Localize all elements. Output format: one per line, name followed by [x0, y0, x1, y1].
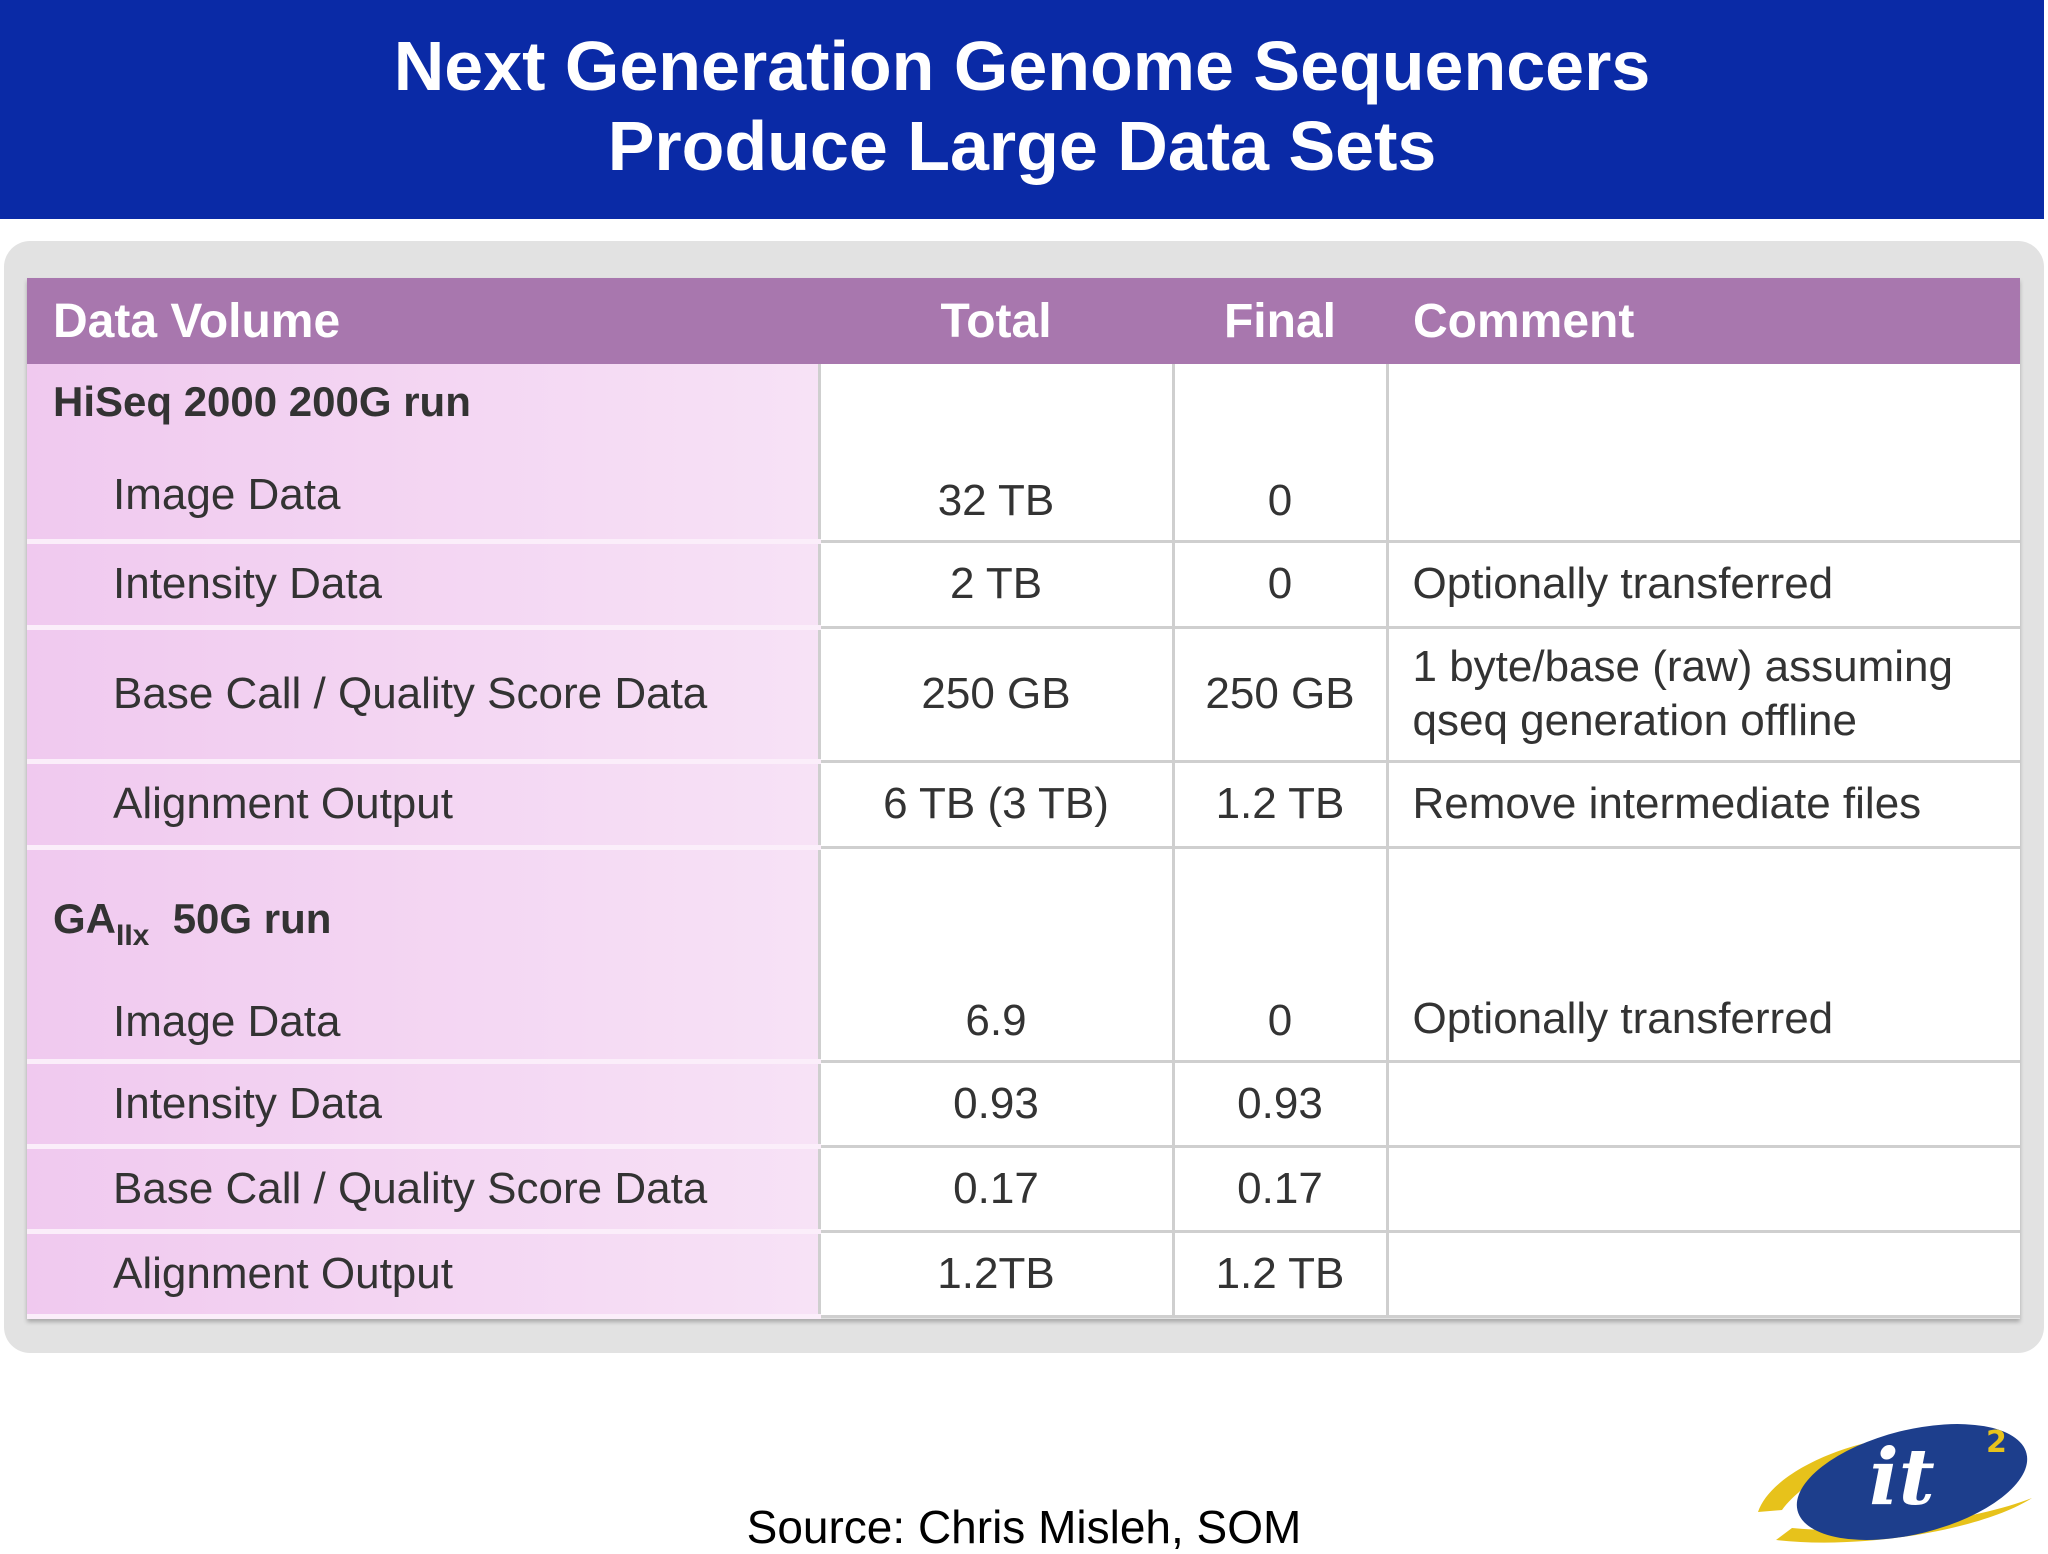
table-row: Base Call / Quality Score Data 0.17 0.17	[27, 1146, 2020, 1234]
cell-final: 1.2 TB	[1171, 761, 1387, 849]
cell-comment: Optionally transferred	[1385, 847, 2020, 1063]
cell-final: 0	[1171, 364, 1387, 543]
row-label: Alignment Output	[27, 761, 819, 850]
cell-final: 1.2 TB	[1171, 1231, 1387, 1318]
cell-final: 0	[1171, 541, 1387, 629]
comment-line-2: qseq generation offline	[1412, 696, 1857, 745]
row-label: Intensity Data	[27, 1061, 819, 1149]
data-volume-table: Data Volume Total Final Comment HiSeq 20…	[27, 278, 2020, 1319]
it2-logo: it 2	[1758, 1424, 2032, 1543]
cell-comment	[1385, 364, 2020, 543]
table-row: GAIIx 50G run Image Data 6.9 0 Optionall…	[27, 847, 2020, 1064]
row-label: Base Call / Quality Score Data	[27, 1146, 819, 1234]
group-title-hiseq: HiSeq 2000 200G run	[53, 378, 471, 425]
logo-superscript: 2	[1986, 1425, 2007, 1460]
table-header-row: Data Volume Total Final Comment	[27, 278, 2020, 364]
cell-total: 0.17	[817, 1146, 1173, 1233]
cell-comment: Remove intermediate files	[1385, 761, 2020, 849]
cell-total: 0.93	[817, 1061, 1173, 1148]
table-row: Alignment Output 6 TB (3 TB) 1.2 TB Remo…	[27, 761, 2020, 850]
row-label: Base Call / Quality Score Data	[27, 627, 819, 764]
table-row: Base Call / Quality Score Data 250 GB 25…	[27, 627, 2020, 764]
slide-title: Next Generation Genome Sequencers Produc…	[0, 0, 2044, 219]
cell-total: 2 TB	[817, 541, 1173, 629]
table-row: Alignment Output 1.2TB 1.2 TB	[27, 1231, 2020, 1319]
cell-total: 6.9	[817, 847, 1173, 1063]
cell-comment	[1385, 1061, 2020, 1148]
row-label: Alignment Output	[27, 1231, 819, 1319]
cell-final: 0.93	[1171, 1061, 1387, 1148]
cell-comment	[1385, 1231, 2020, 1318]
cell-comment: Optionally transferred	[1385, 541, 2020, 629]
group-title-ga: GAIIx 50G run	[53, 894, 332, 952]
header-comment: Comment	[1387, 278, 2020, 364]
comment-line-1: 1 byte/base (raw) assuming	[1412, 642, 1953, 691]
cell-total: 6 TB (3 TB)	[817, 761, 1173, 849]
table-row: HiSeq 2000 200G run Image Data 32 TB 0	[27, 364, 2020, 544]
source-caption: Source: Chris Misleh, SOM	[746, 1501, 1302, 1553]
row-label: Image Data	[113, 996, 341, 1046]
logo-text: it	[1869, 1432, 1935, 1523]
cell-comment	[1385, 1146, 2020, 1233]
table-row: Intensity Data 0.93 0.93	[27, 1061, 2020, 1149]
header-data-volume: Data Volume	[27, 278, 819, 364]
row-label: Intensity Data	[27, 541, 819, 630]
table-row: Intensity Data 2 TB 0 Optionally transfe…	[27, 541, 2020, 630]
header-total: Total	[819, 278, 1173, 364]
title-line-1: Next Generation Genome Sequencers	[393, 27, 1651, 105]
cell-final: 250 GB	[1171, 627, 1387, 763]
title-line-2: Produce Large Data Sets	[607, 107, 1437, 185]
cell-final: 0.17	[1171, 1146, 1387, 1233]
cell-total: 32 TB	[817, 364, 1173, 543]
cell-comment: 1 byte/base (raw) assuming qseq generati…	[1385, 627, 2020, 763]
row-label: Image Data	[113, 470, 341, 519]
header-final: Final	[1173, 278, 1387, 364]
cell-final: 0	[1171, 847, 1387, 1063]
cell-total: 1.2TB	[817, 1231, 1173, 1318]
cell-total: 250 GB	[817, 627, 1173, 763]
